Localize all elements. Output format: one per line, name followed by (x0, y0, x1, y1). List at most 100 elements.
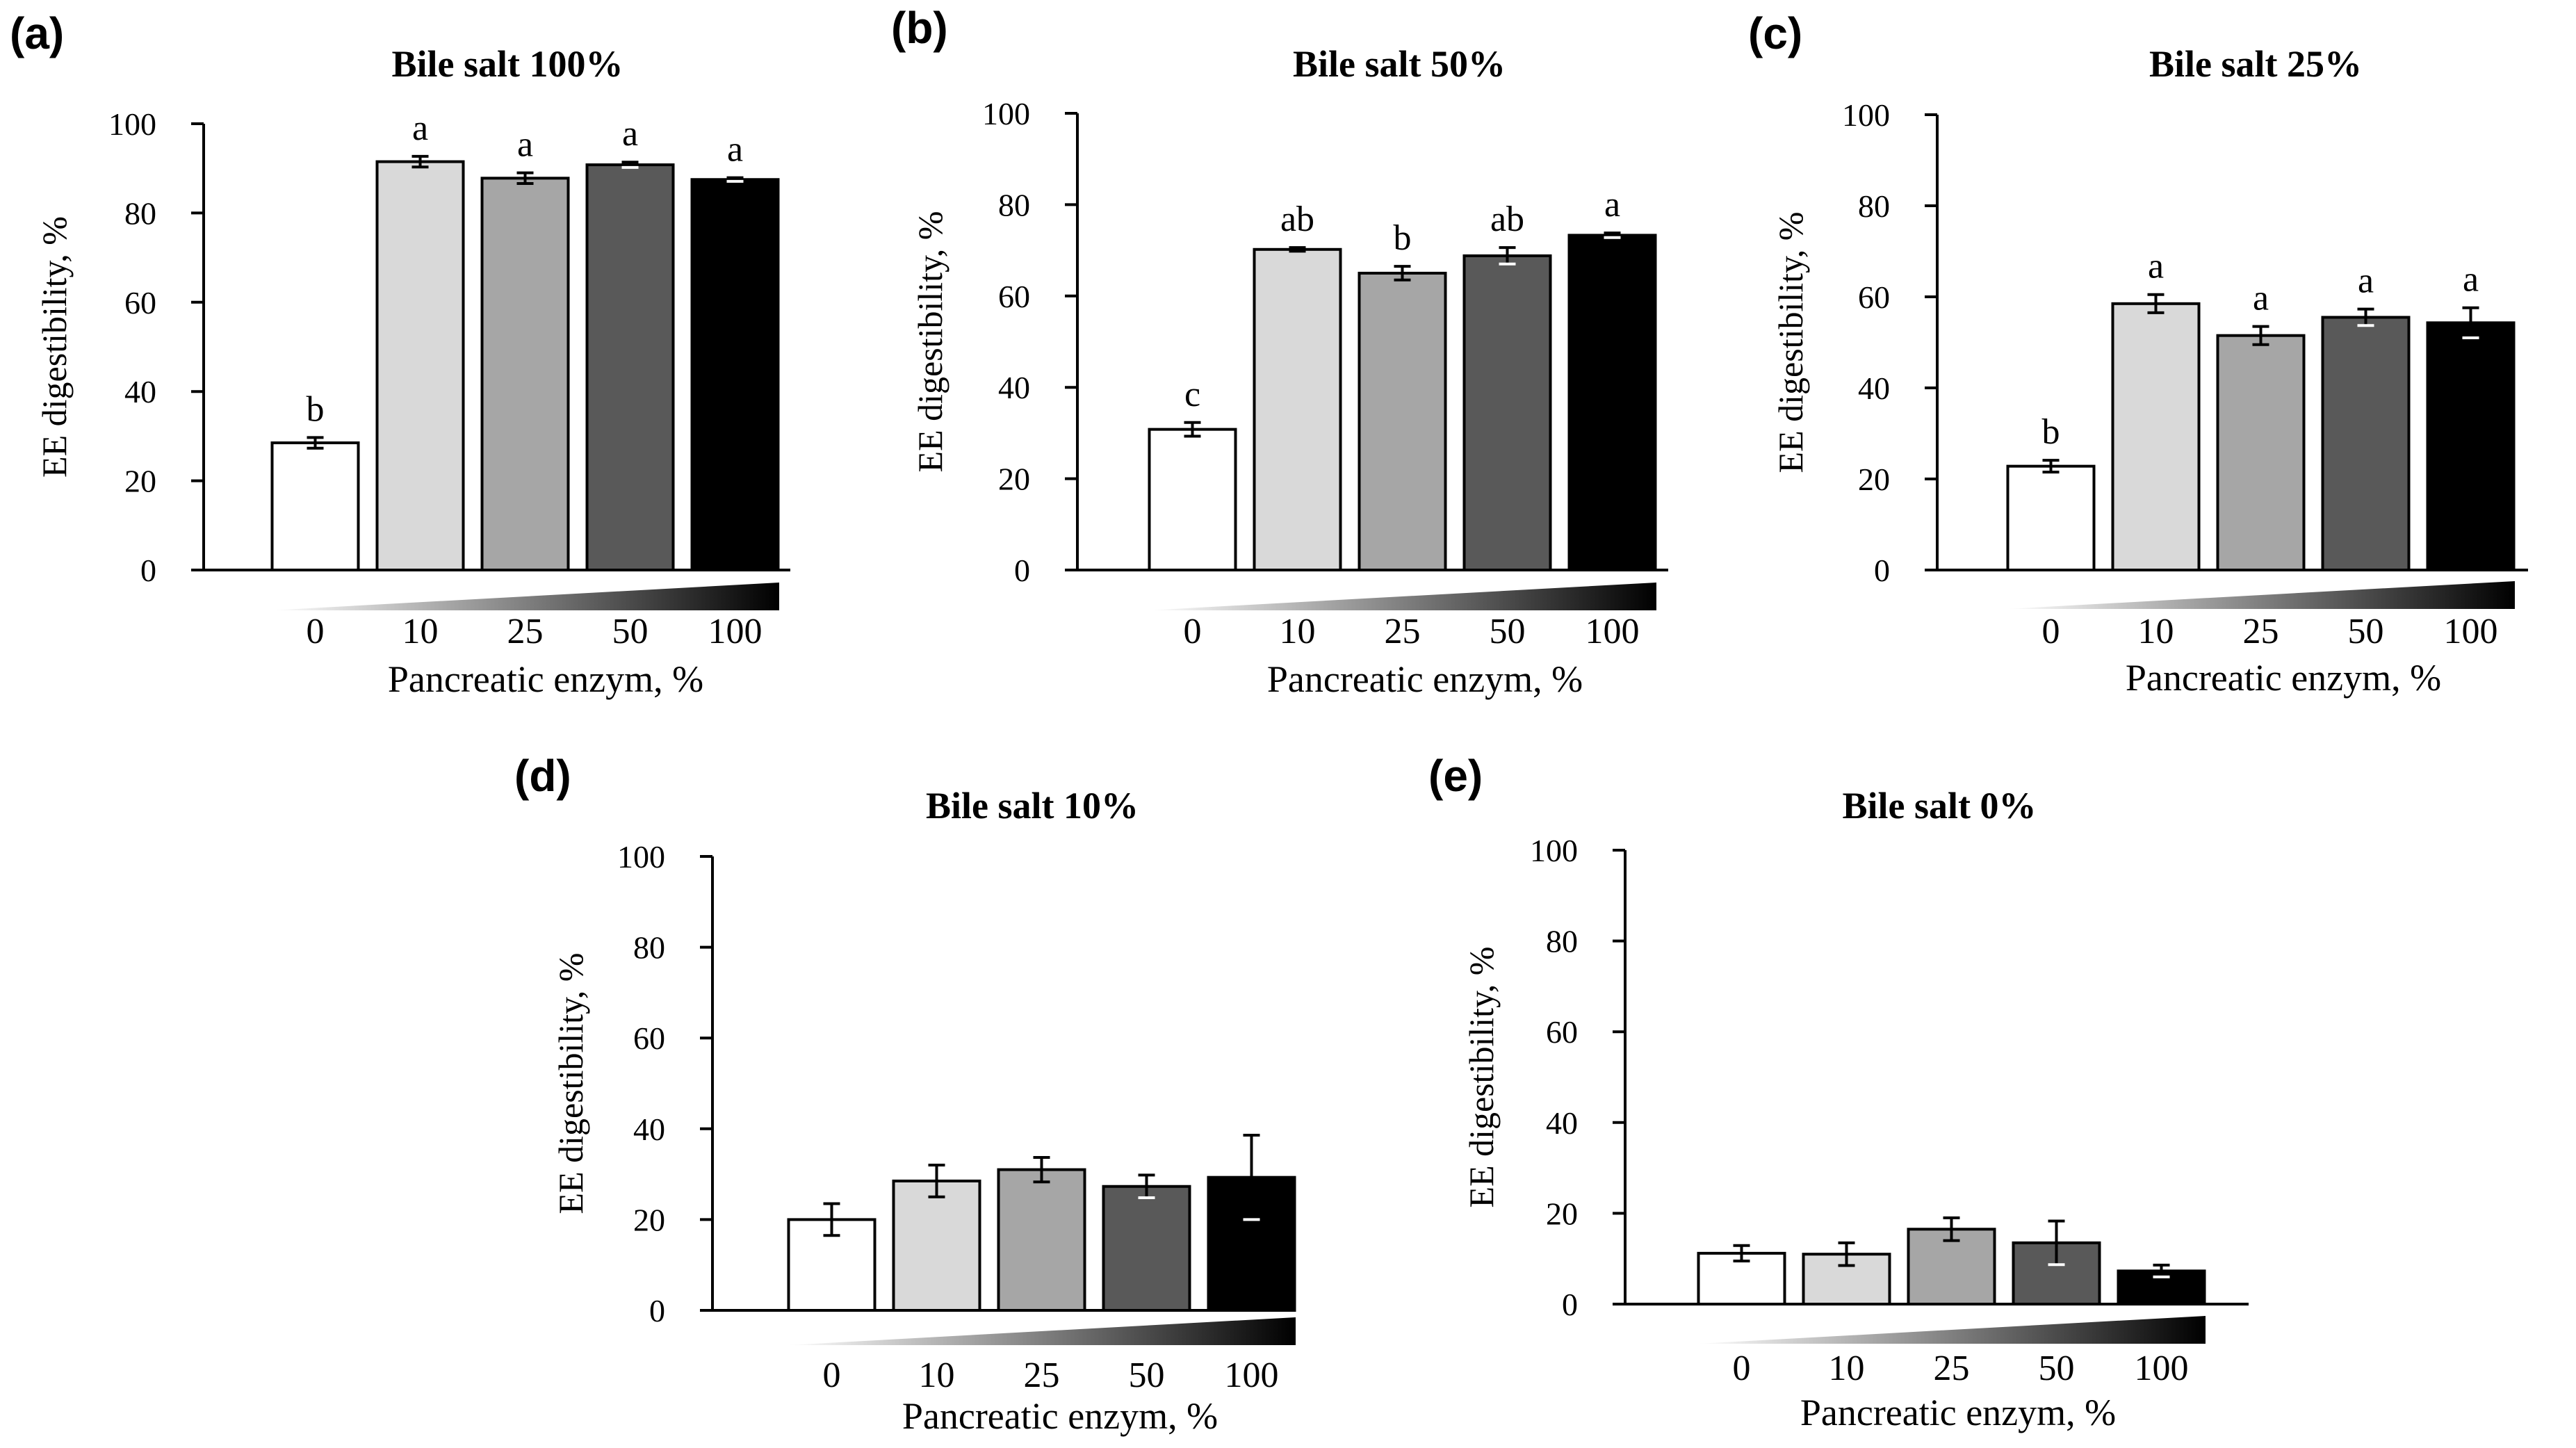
significance-label: ab (1280, 200, 1314, 239)
x-tick-label: 50 (612, 612, 649, 651)
significance-label: ab (1490, 200, 1524, 239)
y-tick-label: 80 (1546, 924, 1578, 959)
x-axis-label: Pancreatic enzym, % (1267, 658, 1583, 700)
bar (270, 441, 360, 572)
significance-label: a (2148, 247, 2164, 286)
y-axis-label: EE digestibility, % (35, 216, 74, 478)
error-bar (2042, 459, 2060, 474)
error-bar (1289, 246, 1306, 253)
x-tick-label: 100 (1225, 1356, 1279, 1395)
significance-label: b (307, 389, 325, 429)
x-axis-label: Pancreatic enzym, % (388, 658, 703, 700)
y-tick-label: 60 (124, 285, 156, 320)
y-tick-label: 20 (124, 464, 156, 499)
error-bar (1184, 421, 1201, 438)
chart-title: Bile salt 100% (392, 43, 623, 85)
significance-label: a (622, 114, 638, 154)
y-tick-label: 80 (1858, 188, 1890, 224)
y-axis-label: EE digestibility, % (551, 953, 590, 1214)
significance-label: a (2358, 261, 2374, 301)
x-axis-label: Pancreatic enzym, % (902, 1395, 1218, 1437)
y-tick-label: 0 (1874, 553, 1890, 588)
error-bar (1733, 1244, 1750, 1262)
error-bar (2048, 1219, 2065, 1267)
error-bar (621, 161, 639, 169)
bar (2426, 321, 2516, 571)
y-tick-label: 100 (982, 96, 1030, 131)
y-tick-label: 0 (649, 1293, 665, 1328)
x-tick-label: 100 (708, 612, 763, 651)
significance-label: a (727, 130, 743, 170)
error-bar (307, 436, 324, 450)
x-tick-label: 10 (919, 1356, 955, 1395)
error-bar (1033, 1155, 1050, 1184)
y-tick-label: 100 (1842, 97, 1890, 133)
x-tick-label: 0 (1184, 612, 1202, 651)
error-bar (2357, 307, 2374, 327)
chart-title: Bile salt 25% (2149, 43, 2362, 85)
significance-label: a (2463, 260, 2479, 300)
significance-label: b (2042, 412, 2060, 452)
concentration-wedge (1697, 1316, 2206, 1344)
x-tick-label: 0 (1733, 1349, 1751, 1388)
x-tick-label: 25 (507, 612, 544, 651)
x-tick-label: 10 (1280, 612, 1316, 651)
y-tick-label: 80 (633, 930, 665, 966)
panel-letter: (a) (10, 8, 64, 58)
x-tick-label: 10 (2138, 612, 2174, 651)
panel-letter: (d) (514, 751, 571, 801)
bar (1358, 271, 1447, 571)
x-tick-label: 0 (823, 1356, 841, 1395)
bar (2111, 302, 2201, 571)
x-tick-label: 50 (1129, 1356, 1165, 1395)
x-tick-label: 100 (2444, 612, 2498, 651)
y-tick-label: 20 (633, 1202, 665, 1237)
bar (2216, 334, 2306, 571)
error-bar (2462, 306, 2479, 339)
panel-letter: (e) (1428, 751, 1483, 801)
y-tick-label: 100 (617, 839, 665, 875)
x-tick-label: 50 (2039, 1349, 2075, 1388)
y-tick-label: 20 (1546, 1196, 1578, 1231)
chart-title: Bile salt 10% (926, 785, 1139, 827)
x-tick-label: 25 (2243, 612, 2279, 651)
significance-label: a (2253, 279, 2269, 318)
y-tick-label: 100 (108, 106, 156, 142)
bar (2006, 464, 2096, 571)
x-tick-label: 100 (1585, 612, 1640, 651)
error-bar (1243, 1133, 1260, 1221)
bar (892, 1179, 981, 1312)
error-bar (411, 154, 429, 169)
concentration-wedge (1148, 583, 1656, 610)
bar (1102, 1185, 1191, 1312)
x-axis-label: Pancreatic enzym, % (2126, 657, 2441, 699)
significance-label: b (1394, 218, 1412, 258)
error-bar (1138, 1173, 1155, 1200)
bar (2321, 316, 2411, 571)
error-bar (823, 1202, 840, 1237)
significance-label: c (1184, 375, 1200, 414)
error-bar (1394, 265, 1411, 282)
error-bar (1943, 1216, 1960, 1242)
y-tick-label: 60 (1858, 279, 1890, 315)
y-tick-label: 60 (633, 1020, 665, 1056)
x-tick-label: 10 (1829, 1349, 1865, 1388)
chart-title: Bile salt 50% (1293, 43, 1506, 85)
y-axis-label: EE digestibility, % (911, 211, 949, 473)
y-tick-label: 40 (124, 374, 156, 409)
bar (1148, 428, 1237, 571)
y-tick-label: 40 (998, 370, 1030, 405)
y-tick-label: 20 (1858, 462, 1890, 497)
x-tick-label: 0 (2042, 612, 2060, 651)
x-tick-label: 50 (2348, 612, 2384, 651)
concentration-wedge (788, 1317, 1296, 1345)
y-axis-label: EE digestibility, % (1771, 212, 1810, 473)
x-tick-label: 100 (2135, 1349, 2189, 1388)
x-axis-label: Pancreatic enzym, % (1800, 1392, 2116, 1433)
bar (585, 163, 675, 571)
bar (997, 1168, 1086, 1312)
